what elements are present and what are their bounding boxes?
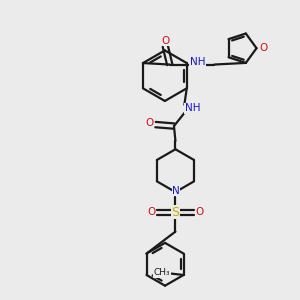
Text: O: O bbox=[161, 36, 170, 46]
Text: S: S bbox=[171, 206, 179, 219]
Text: NH: NH bbox=[185, 103, 200, 113]
Text: O: O bbox=[196, 207, 204, 217]
Text: NH: NH bbox=[190, 57, 206, 67]
Text: O: O bbox=[146, 118, 154, 128]
Text: CH₃: CH₃ bbox=[154, 268, 170, 277]
Text: O: O bbox=[147, 207, 155, 217]
Text: O: O bbox=[259, 43, 267, 53]
Text: N: N bbox=[172, 186, 180, 196]
